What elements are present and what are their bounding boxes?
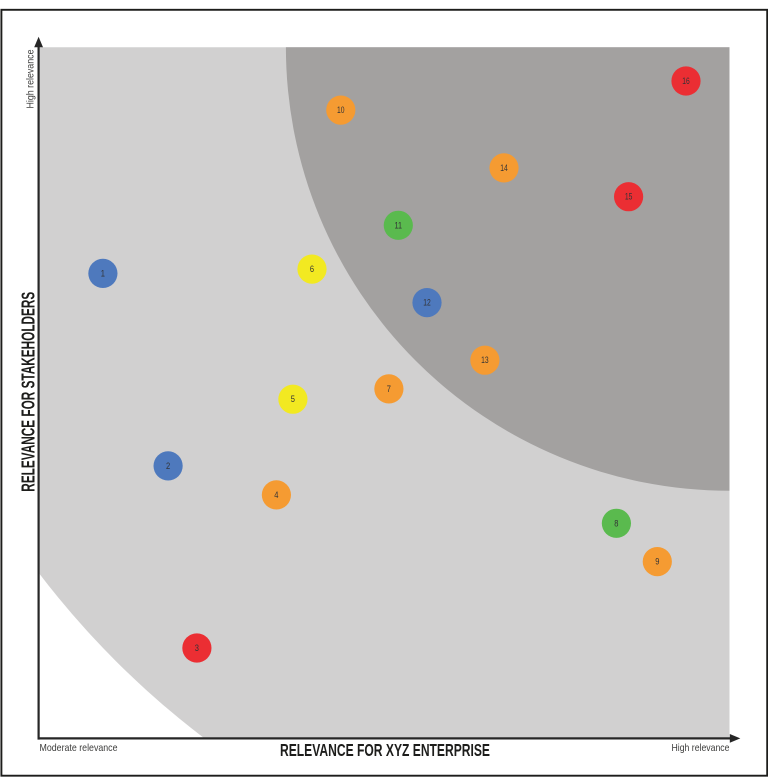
svg-text:16: 16 (682, 76, 690, 87)
svg-text:RELEVANCE FOR STAKEHOLDERS: RELEVANCE FOR STAKEHOLDERS (19, 292, 39, 492)
svg-text:High relevance: High relevance (672, 742, 730, 754)
svg-text:5: 5 (291, 394, 295, 405)
svg-text:Moderate relevance: Moderate relevance (40, 742, 118, 754)
svg-text:15: 15 (625, 192, 633, 203)
svg-text:10: 10 (337, 105, 345, 116)
svg-text:4: 4 (274, 490, 278, 501)
svg-text:2: 2 (166, 461, 170, 472)
svg-text:1: 1 (101, 268, 105, 279)
svg-text:14: 14 (500, 163, 508, 174)
svg-text:7: 7 (387, 384, 391, 395)
svg-text:11: 11 (395, 220, 403, 231)
svg-text:12: 12 (423, 298, 431, 309)
svg-text:13: 13 (481, 355, 489, 366)
svg-text:6: 6 (310, 264, 314, 275)
svg-text:9: 9 (655, 557, 659, 568)
svg-text:RELEVANCE FOR XYZ ENTERPRISE: RELEVANCE FOR XYZ ENTERPRISE (280, 740, 490, 760)
svg-text:High relevance: High relevance (25, 49, 36, 108)
svg-text:8: 8 (614, 518, 618, 529)
svg-text:3: 3 (195, 643, 199, 654)
